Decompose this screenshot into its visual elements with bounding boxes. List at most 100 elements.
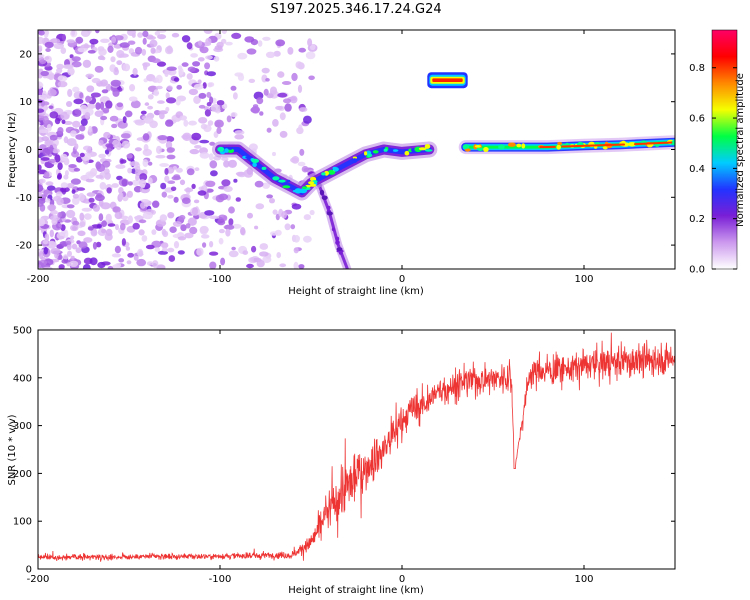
spectrogram-noise-blob <box>225 228 231 237</box>
spectrogram-noise-blob <box>38 197 46 205</box>
spectrogram-noise-blob <box>165 140 173 150</box>
spectrogram-noise-blob <box>308 75 315 81</box>
spectrogram-noise-blob <box>97 261 106 269</box>
spectrogram-noise-blob <box>117 120 128 129</box>
spectrogram-noise-blob <box>275 39 286 47</box>
colorbar-tick-label: 0.2 <box>689 214 705 225</box>
spectrogram-noise-blob <box>203 30 213 34</box>
spectrogram-noise-blob <box>38 129 49 134</box>
main-trace-hotspot <box>383 148 388 152</box>
spectrogram-noise-blob <box>143 117 154 124</box>
spectrogram-noise-blob <box>115 164 126 169</box>
spectrogram-noise-blob <box>38 121 41 126</box>
spectrogram-noise-blob <box>173 196 179 203</box>
spectrogram-noise-blob <box>216 127 222 134</box>
spectrogram-noise-blob <box>272 209 278 215</box>
spectrogram-noise-blob <box>186 42 193 50</box>
snr-y-tick-label: 400 <box>13 373 32 384</box>
spectrogram-noise-blob <box>69 260 79 267</box>
spectrogram-noise-blob <box>213 56 220 62</box>
spectrogram-noise-blob <box>44 139 54 147</box>
spectrogram-noise-blob <box>98 213 104 222</box>
spectrogram-noise-blob <box>47 88 57 97</box>
spectrogram-noise-blob <box>293 261 299 269</box>
spectrogram-noise-blob <box>92 204 100 212</box>
spectrogram-noise-blob <box>170 186 177 192</box>
spectrogram-noise-blob <box>38 45 43 51</box>
spectrogram-noise-blob <box>139 202 146 209</box>
spectrogram-noise-blob <box>140 199 150 203</box>
spectrogram-noise-blob <box>44 41 54 49</box>
spectrogram-noise-blob <box>147 177 153 185</box>
spectrogram-noise-blob <box>309 209 315 216</box>
colorbar-ticks: 0.0 0.2 0.4 0.6 0.8 <box>689 63 737 276</box>
snr-panel: -200 -100 0 100 0 100 200 300 400 500 Height of s… <box>7 326 676 596</box>
spectrogram-noise-blob <box>67 88 73 98</box>
spectrogram-noise-blob <box>192 207 198 216</box>
spectrogram-noise-blob <box>274 229 282 236</box>
spectrogram-noise-blob <box>215 194 225 203</box>
spectrogram-noise-blob <box>88 125 93 133</box>
spectrogram-noise-blob <box>91 77 101 84</box>
spectrogram-noise-blob <box>235 197 241 202</box>
spectrogram-noise-blob <box>60 47 67 54</box>
spectrogram-noise-blob <box>228 159 237 168</box>
spectrogram-noise-blob <box>81 207 93 212</box>
spectrogram-noise-blob <box>230 112 238 118</box>
spectrogram-noise-blob <box>256 97 264 105</box>
spectrogram-noise-blob <box>161 242 169 249</box>
spectrogram-noise-blob <box>279 130 288 138</box>
spectrogram-noise-blob <box>89 257 98 266</box>
spectrogram-noise-blob <box>62 34 66 42</box>
spectrogram-noise-blob <box>279 112 286 121</box>
spectrogram-noise-blob <box>190 53 199 58</box>
spectrogram-noise-blob <box>99 182 107 190</box>
spectrogram-noise-blob <box>78 241 88 249</box>
spectrogram-noise-blob <box>126 190 133 198</box>
spectrogram-noise-blob <box>66 138 77 147</box>
spectrogram-noise-blob <box>57 75 68 82</box>
spectrogram-noise-blob <box>38 108 45 113</box>
spectrogram-noise-blob <box>233 92 238 100</box>
spectrogram-noise-blob <box>198 40 203 46</box>
spectrogram-noise-blob <box>57 212 62 218</box>
colorbar-tick-label: 0.0 <box>689 265 705 276</box>
spectrogram-noise-blob <box>134 46 143 55</box>
spectrogram-noise-blob <box>272 119 279 127</box>
spectrogram-noise-blob <box>167 194 174 199</box>
spectrogram-noise-blob <box>141 235 148 242</box>
spectrogram-noise-blob <box>122 116 127 124</box>
spectrogram-noise-blob <box>82 264 91 269</box>
spectrogram-noise-blob <box>151 229 157 235</box>
main-trace-hotspot <box>251 158 260 163</box>
spectrogram-noise-blob <box>298 264 305 269</box>
spectrogram-noise-blob <box>210 104 221 113</box>
spectrogram-noise-blob <box>109 115 119 122</box>
spectrogram-noise-blob <box>73 98 84 105</box>
spectrogram-noise-blob <box>175 167 183 173</box>
spectrogram-noise-blob <box>105 143 114 148</box>
spectrogram-noise-blob <box>121 238 126 246</box>
snr-x-tick-label: -200 <box>27 574 50 585</box>
spectrogram-noise-blob <box>38 88 43 96</box>
spectrogram-noise-blob <box>173 241 180 249</box>
carrier-line-hotspot <box>498 144 505 150</box>
spectrogram-noise-blob <box>72 193 79 199</box>
spectrogram-noise-blob <box>262 256 272 263</box>
spectrogram-noise-blob <box>247 212 253 219</box>
spectrogram-noise-blob <box>127 30 136 36</box>
spectrogram-noise-blob <box>136 137 145 141</box>
spectrogram-noise-blob <box>188 88 199 96</box>
spectrogram-noise-blob <box>262 182 270 189</box>
spectrogram-noise-blob <box>147 105 154 110</box>
spectrogram-noise-blob <box>199 152 210 159</box>
spectrogram-noise-blob <box>114 245 121 254</box>
carrier-line-hotspot <box>474 145 481 148</box>
spectrogram-noise-blob <box>71 61 82 68</box>
spectrogram-noise-blob <box>186 73 193 80</box>
spectrogram-noise-blob <box>177 236 187 241</box>
spectrogram-noise-blob <box>209 261 217 269</box>
main-trace-hotspot <box>294 188 302 194</box>
spectrogram-noise-blob <box>70 235 75 240</box>
